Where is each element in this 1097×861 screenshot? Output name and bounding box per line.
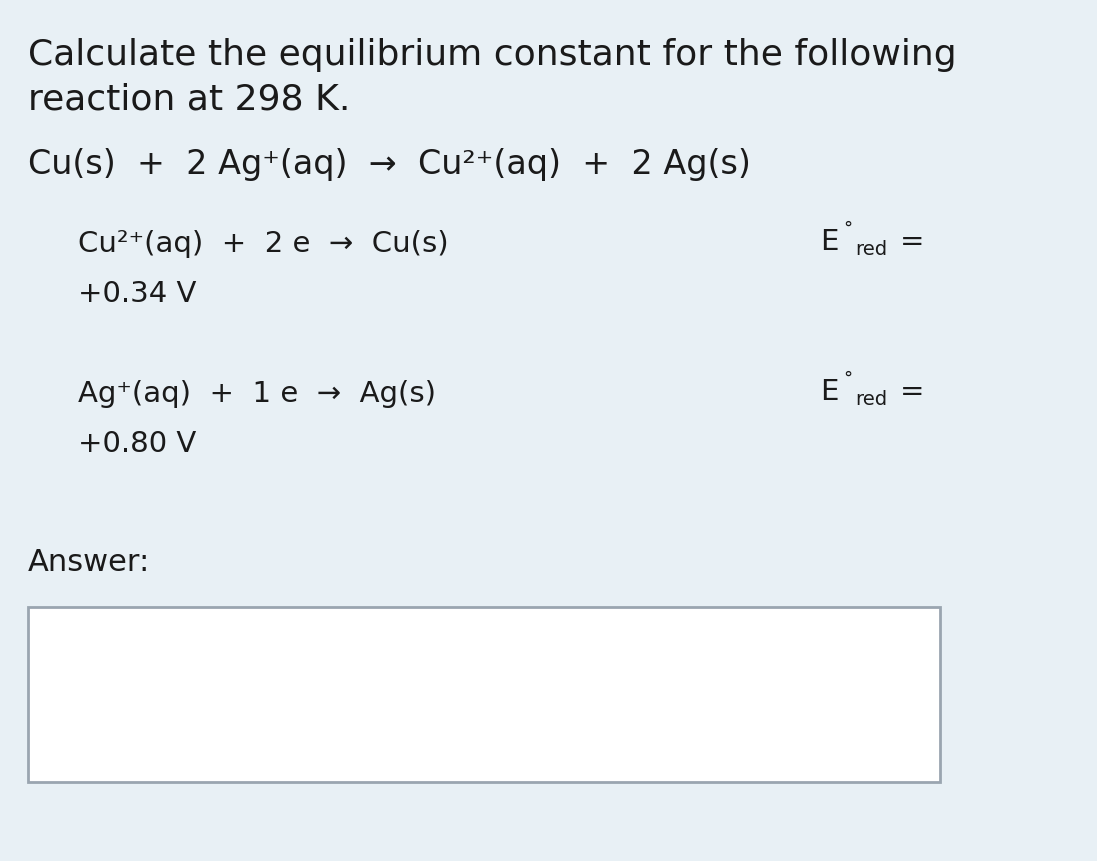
Text: Answer:: Answer: [29,548,150,576]
Text: red: red [855,239,887,258]
Text: °: ° [842,220,852,238]
Text: +0.80 V: +0.80 V [78,430,196,457]
Text: =: = [900,228,925,256]
Text: +0.34 V: +0.34 V [78,280,196,307]
Text: Cu(s)  +  2 Ag⁺(aq)  →  Cu²⁺(aq)  +  2 Ag(s): Cu(s) + 2 Ag⁺(aq) → Cu²⁺(aq) + 2 Ag(s) [29,148,750,181]
Text: E: E [819,228,838,256]
Text: reaction at 298 K.: reaction at 298 K. [29,82,350,116]
Text: =: = [900,378,925,406]
Text: Calculate the equilibrium constant for the following: Calculate the equilibrium constant for t… [29,38,957,72]
Text: Ag⁺(aq)  +  1 e  →  Ag(s): Ag⁺(aq) + 1 e → Ag(s) [78,380,436,407]
FancyBboxPatch shape [29,607,940,782]
Text: red: red [855,389,887,408]
Text: Cu²⁺(aq)  +  2 e  →  Cu(s): Cu²⁺(aq) + 2 e → Cu(s) [78,230,449,257]
Text: E: E [819,378,838,406]
Text: °: ° [842,369,852,387]
